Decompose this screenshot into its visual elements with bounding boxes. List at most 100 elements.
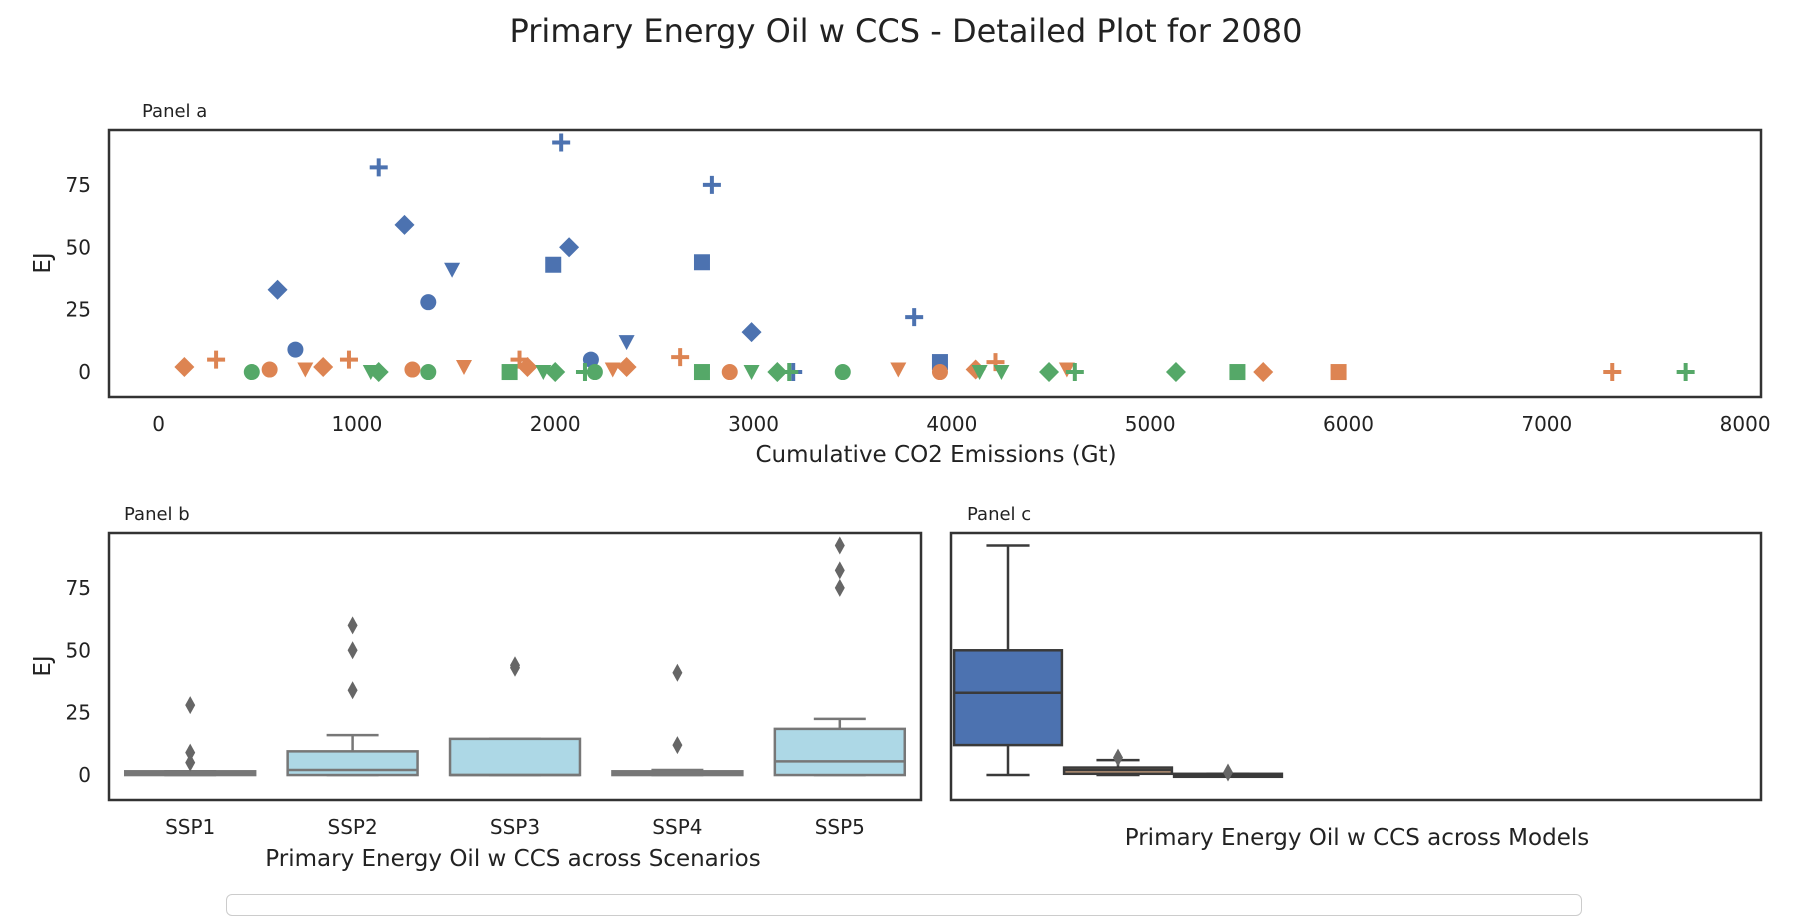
panel-a-scatter-point xyxy=(297,362,314,378)
figure-title: Primary Energy Oil w CCS - Detailed Plot… xyxy=(510,12,1303,50)
panel-b-y-tick-label: 0 xyxy=(78,763,91,787)
panel-a-scatter-point xyxy=(261,361,278,378)
panel-a-scatter-point xyxy=(721,364,738,381)
panel-a-scatter-point xyxy=(693,254,710,271)
panel-a-scatter-point xyxy=(1039,362,1060,383)
panel-a-scatter-point xyxy=(1165,362,1186,383)
panel-a-scatter-point xyxy=(174,357,195,378)
panel-c-label: Panel c xyxy=(967,504,1031,525)
panel-b-label: Panel b xyxy=(124,504,190,525)
panel-a-scatter-point xyxy=(604,362,621,378)
panel-c-frame xyxy=(949,531,1763,802)
panel-a-scatter-point xyxy=(517,357,538,378)
panel-c: Panel c Primary Energy Oil w CCS across … xyxy=(949,504,1763,851)
panel-b-outlier xyxy=(347,681,358,700)
panel-b-x-tick-label: SSP5 xyxy=(815,815,865,839)
panel-a-scatter-point xyxy=(501,364,518,381)
panel-a-scatter-point xyxy=(741,322,762,343)
panel-b-box xyxy=(448,737,582,777)
panel-b-x-tick-label: SSP2 xyxy=(328,815,378,839)
panel-a-x-tick-label: 1000 xyxy=(331,412,382,436)
panel-b-box xyxy=(773,727,907,777)
panel-a-x-tick-label: 0 xyxy=(152,412,165,436)
panel-c-box xyxy=(952,649,1064,747)
panel-a-y-tick-label: 75 xyxy=(66,173,91,197)
panel-b-x-tick-label: SSP1 xyxy=(165,815,215,839)
panel-a: Panel a 0 25 50 75 0 1000 2000 3000 4000 5000 600… xyxy=(30,101,1771,468)
panel-b: Panel b 0 25 50 75 SSP1 SSP2 SSP3 SSP4 SSP5 Pri… xyxy=(30,504,923,872)
panel-b-box xyxy=(286,750,419,777)
panel-a-scatter-point xyxy=(993,365,1010,381)
panel-a-scatter-point xyxy=(444,262,461,278)
panel-a-scatter-point xyxy=(743,365,760,381)
panel-a-scatter-point xyxy=(287,341,304,358)
panel-b-x-axis-label: Primary Energy Oil w CCS across Scenario… xyxy=(265,846,760,872)
panel-a-scatter-point xyxy=(420,364,437,381)
panel-a-scatter-point xyxy=(780,363,799,382)
panel-a-frame xyxy=(107,128,1763,399)
panel-a-scatter-point xyxy=(207,350,226,369)
panel-b-outlier xyxy=(185,696,196,715)
panel-a-x-tick-label: 2000 xyxy=(530,412,581,436)
panel-a-x-tick-label: 7000 xyxy=(1521,412,1572,436)
panel-a-y-tick-label: 25 xyxy=(66,298,91,322)
panel-a-scatter-point xyxy=(545,256,562,273)
panel-b-outlier xyxy=(672,663,683,682)
panel-a-scatter-point xyxy=(420,294,437,311)
panel-a-scatter-point xyxy=(1065,363,1084,382)
panel-b-y-tick-label: 75 xyxy=(66,576,91,600)
panel-a-label: Panel a xyxy=(142,101,207,122)
legend-box xyxy=(226,894,1582,916)
panel-a-scatter-point xyxy=(243,364,260,381)
panel-b-x-tick-label: SSP3 xyxy=(490,815,540,839)
panel-a-scatter-point xyxy=(394,214,415,235)
panel-b-y-tick-label: 25 xyxy=(66,701,91,725)
panel-b-outlier xyxy=(347,616,358,635)
panel-b-x-tick-label: SSP4 xyxy=(652,815,702,839)
panel-a-scatter-point xyxy=(1676,363,1695,382)
panel-a-scatter-point xyxy=(369,158,388,177)
panel-a-scatter-point xyxy=(671,348,690,367)
panel-a-y-tick-label: 0 xyxy=(78,360,91,384)
panel-a-scatter-point xyxy=(339,350,358,369)
panel-a-scatter-point xyxy=(702,175,721,194)
panel-a-scatter-point xyxy=(693,364,710,381)
panel-a-scatter-point xyxy=(545,362,566,383)
panel-c-outlier xyxy=(1223,763,1233,782)
panel-a-scatter-point xyxy=(1229,364,1246,381)
panel-a-x-tick-label: 6000 xyxy=(1323,412,1374,436)
panel-b-outlier xyxy=(834,578,845,597)
panel-a-scatter-point xyxy=(586,364,603,381)
panel-a-scatter-point xyxy=(767,362,788,383)
panel-a-x-tick-label: 8000 xyxy=(1720,412,1771,436)
panel-b-outlier xyxy=(834,561,845,580)
panel-b-outlier xyxy=(834,536,845,555)
panel-a-scatter-point xyxy=(931,364,948,381)
panel-b-outlier xyxy=(510,656,520,675)
panel-a-scatter-point xyxy=(834,364,851,381)
panel-b-outlier xyxy=(185,743,196,762)
panel-a-scatter-point xyxy=(535,365,552,381)
panel-a-scatter-point xyxy=(1253,362,1274,383)
panel-a-scatter-point xyxy=(1330,364,1347,381)
panel-b-outlier xyxy=(347,641,358,660)
panel-a-scatter-point xyxy=(559,237,580,258)
panel-b-y-tick-label: 50 xyxy=(66,638,91,662)
panel-a-scatter-point xyxy=(368,362,389,383)
panel-a-scatter-point xyxy=(971,365,988,381)
panel-a-scatter-point xyxy=(1603,363,1622,382)
panel-a-scatter-point xyxy=(618,335,635,351)
panel-b-outlier xyxy=(672,736,683,755)
panel-a-scatter-point xyxy=(552,133,571,152)
panel-a-scatter-point xyxy=(890,362,907,378)
panel-b-y-axis-label: EJ xyxy=(30,655,56,676)
panel-b-frame xyxy=(107,531,923,802)
panel-a-scatter-point xyxy=(616,357,637,378)
panel-a-x-tick-label: 3000 xyxy=(728,412,779,436)
panel-a-scatter-point xyxy=(455,360,472,376)
panel-a-scatter-point xyxy=(267,279,288,300)
panel-a-scatter-point xyxy=(313,357,334,378)
panel-a-x-axis-label: Cumulative CO2 Emissions (Gt) xyxy=(755,442,1116,468)
panel-a-scatter-point xyxy=(404,361,421,378)
